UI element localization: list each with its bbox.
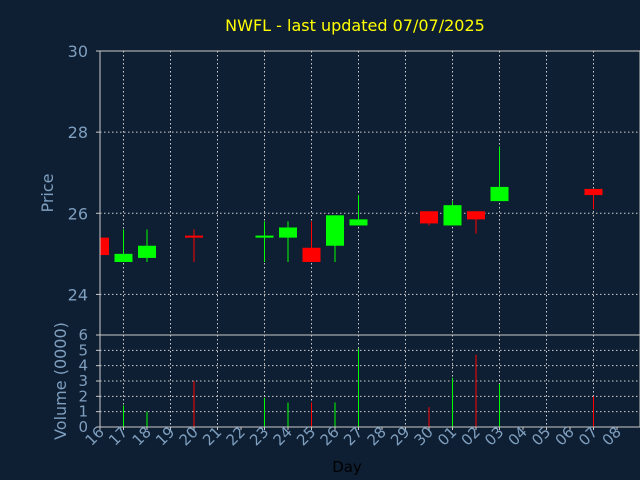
candle-body [185, 235, 203, 238]
volume-axis-label: Volume (0000) [51, 322, 70, 440]
candle-body [467, 211, 485, 220]
volume-tick-label: 6 [78, 326, 88, 344]
price-tick-label: 28 [68, 123, 88, 142]
price-grid [100, 51, 640, 335]
price-panel: 24 26 28 30 Price [38, 42, 640, 336]
candle-body [100, 237, 109, 256]
candle-body [443, 205, 462, 226]
candle-body [138, 245, 156, 258]
volume-tick-label: 3 [78, 372, 88, 390]
volume-tick-label: 5 [78, 341, 88, 359]
candle-body [326, 215, 344, 246]
volume-tick-label: 4 [78, 357, 88, 375]
price-tick-label: 26 [68, 204, 88, 223]
candle-body [584, 188, 603, 196]
price-candles [99, 146, 603, 262]
x-tick-labels: 1617181920212223242526272829300102030405… [82, 423, 625, 449]
price-y-ticks: 24 26 28 30 [68, 42, 100, 304]
x-axis-label: Day [332, 458, 362, 476]
volume-tick-label: 2 [78, 387, 88, 405]
price-tick-label: 30 [68, 42, 88, 61]
candle-body [349, 219, 368, 226]
volume-tick-label: 1 [78, 403, 88, 421]
candle-body [490, 186, 509, 202]
chart-title: NWFL - last updated 07/07/2025 [225, 16, 485, 35]
candle-body [114, 253, 133, 262]
candle-body [420, 211, 438, 224]
volume-tick-label: 0 [78, 418, 88, 436]
price-axis-label: Price [38, 173, 57, 212]
candle-body [255, 235, 274, 238]
volume-bars [99, 348, 594, 427]
price-tick-label: 24 [68, 285, 88, 304]
candle-body [279, 227, 297, 238]
candle-body [302, 247, 321, 262]
